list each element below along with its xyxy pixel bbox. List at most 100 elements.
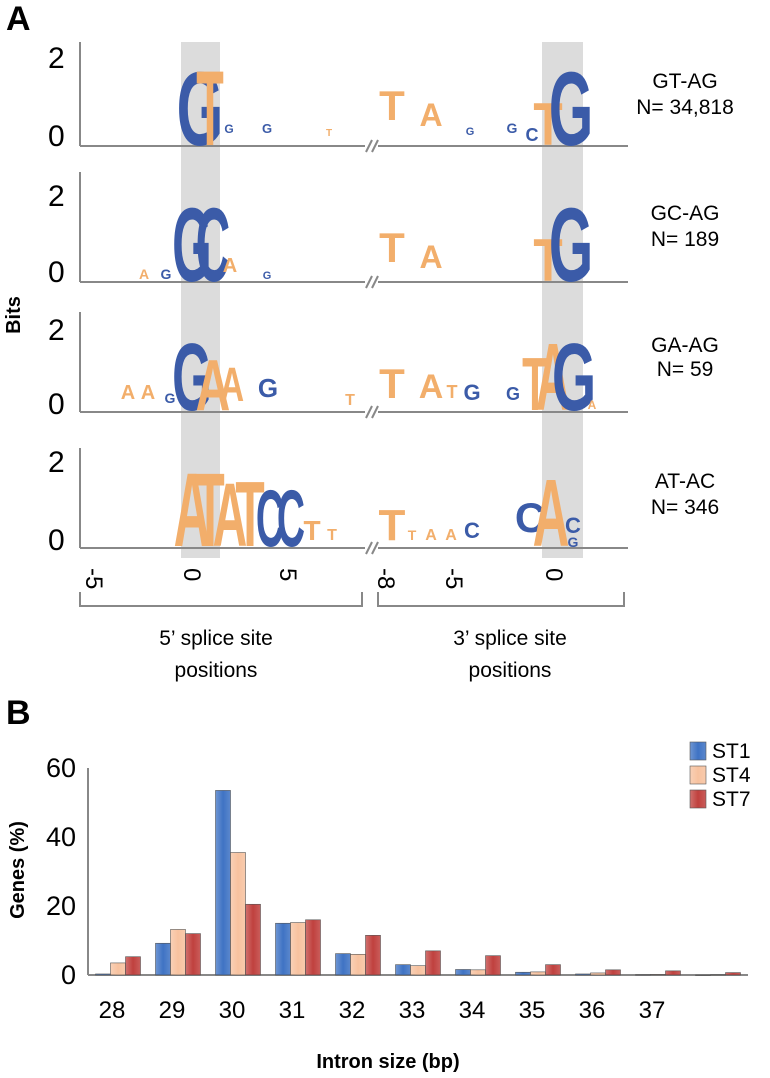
bar-st4-32 bbox=[350, 953, 366, 976]
chart-y-tick: 0 bbox=[61, 960, 76, 990]
svg-text:G: G bbox=[172, 187, 212, 304]
row3-tick-0: 0 bbox=[48, 388, 65, 421]
svg-text:A: A bbox=[419, 97, 442, 133]
logo-letters-at-ac: A T A T C C T T T T A A C C A C G bbox=[174, 452, 581, 569]
svg-text:A: A bbox=[223, 255, 237, 277]
svg-text:G: G bbox=[568, 534, 579, 550]
svg-text:C: C bbox=[196, 187, 231, 304]
bar-st7-29 bbox=[185, 933, 201, 976]
svg-text:A: A bbox=[141, 382, 155, 404]
svg-text:A: A bbox=[536, 324, 571, 432]
svg-text:G: G bbox=[549, 51, 593, 168]
bar-st1-28 bbox=[95, 973, 111, 976]
svg-text:T: T bbox=[379, 501, 406, 550]
svg-text:T: T bbox=[196, 50, 223, 169]
bar-st4-35 bbox=[530, 971, 546, 976]
row4-tick-2: 2 bbox=[48, 446, 65, 479]
svg-text:G: G bbox=[262, 121, 272, 136]
legend-swatch-st7 bbox=[689, 789, 707, 809]
svg-text:C: C bbox=[464, 518, 480, 543]
svg-text:A: A bbox=[121, 382, 135, 404]
legend-label-st7: ST7 bbox=[712, 788, 751, 811]
pos3-tick-neg5: -5 bbox=[440, 568, 467, 589]
bar-st7-37 bbox=[665, 970, 681, 976]
bar-st7-32 bbox=[365, 935, 381, 976]
bar-st4-36 bbox=[590, 972, 606, 976]
pos5-tick-5: 5 bbox=[274, 568, 301, 581]
highlight-5ss bbox=[181, 42, 220, 558]
bar-st4-28 bbox=[110, 962, 126, 976]
svg-text:C: C bbox=[515, 494, 545, 541]
row3-tick-2: 2 bbox=[48, 314, 65, 347]
logo-letters-gc-ag: A G G C A G T A T G bbox=[139, 187, 593, 305]
bar-st1-37 bbox=[635, 974, 651, 976]
chart-x-tick: 28 bbox=[99, 997, 126, 1024]
caption-3ss-line1: 3’ splice site bbox=[453, 627, 567, 650]
svg-text:T: T bbox=[195, 452, 224, 569]
logo-row-at-ac: 2 0 A T A T C C T T T T A A C C A C G bbox=[48, 446, 719, 569]
svg-text:G: G bbox=[165, 390, 176, 406]
svg-text:G: G bbox=[172, 324, 212, 431]
svg-text:T: T bbox=[379, 360, 405, 407]
svg-text:G: G bbox=[549, 187, 593, 304]
svg-text:G: G bbox=[463, 380, 480, 405]
row1-tick-0: 0 bbox=[48, 120, 65, 153]
bar-st4-37 bbox=[650, 974, 666, 976]
svg-text:G: G bbox=[258, 373, 278, 403]
bar-st4-31 bbox=[290, 922, 306, 976]
motif-count-2: N= 189 bbox=[651, 228, 719, 251]
svg-text:C: C bbox=[277, 473, 305, 563]
caption-5ss-line1: 5’ splice site bbox=[159, 627, 273, 650]
motif-count-1: N= 34,818 bbox=[636, 96, 734, 119]
position-brackets bbox=[79, 592, 625, 607]
bar-st1-35 bbox=[515, 971, 531, 976]
svg-text:G: G bbox=[161, 266, 172, 282]
svg-text:T: T bbox=[235, 462, 264, 566]
svg-text:A: A bbox=[139, 266, 149, 282]
svg-text:A: A bbox=[425, 527, 437, 544]
svg-text:C: C bbox=[565, 513, 581, 538]
chart-x-tick: 30 bbox=[219, 997, 246, 1024]
bar-st1-31 bbox=[275, 922, 291, 976]
svg-text:A: A bbox=[196, 345, 231, 425]
legend-label-st4: ST4 bbox=[712, 764, 751, 787]
bar-st7-35 bbox=[545, 964, 561, 976]
logo-row-gc-ag: 2 0 A G G C A G T A T G GC-AG N= 189 bbox=[48, 172, 719, 304]
svg-text:T: T bbox=[345, 392, 355, 409]
bar-st1-33 bbox=[395, 964, 411, 976]
bar-st4-34 bbox=[470, 969, 486, 976]
caption-5ss-line2: positions bbox=[175, 659, 258, 682]
svg-text:G: G bbox=[552, 324, 596, 431]
motif-name-4: AT-AC bbox=[655, 470, 715, 493]
bar-st4-29 bbox=[170, 929, 186, 976]
bar-st1-29 bbox=[155, 942, 171, 976]
bar-st7-34 bbox=[485, 955, 501, 976]
svg-text:G: G bbox=[263, 270, 272, 282]
panel-b-letter: B bbox=[6, 694, 31, 732]
svg-text:A: A bbox=[213, 466, 248, 566]
svg-text:A: A bbox=[174, 452, 211, 569]
logo-letters-ga-ag: A A G G A A G T T A T G G T A G A bbox=[121, 324, 597, 432]
chart-y-tick: 40 bbox=[46, 822, 76, 852]
bar-st7-overflow bbox=[725, 972, 741, 976]
pos3-tick-neg8: -8 bbox=[372, 568, 399, 589]
chart-x-tick: 29 bbox=[159, 997, 186, 1024]
pos5-tick-0: 0 bbox=[178, 568, 205, 581]
row2-tick-2: 2 bbox=[48, 180, 65, 213]
logo-letters-gt-ag: G T G G T T A G G C T G bbox=[177, 50, 594, 169]
row2-tick-0: 0 bbox=[48, 256, 65, 289]
axis-break-marks bbox=[365, 139, 379, 555]
chart-x-tick: 37 bbox=[639, 997, 666, 1024]
logo-row-ga-ag: 2 0 A A G G A A G T T A T G G T A G A bbox=[48, 312, 719, 432]
motif-count-4: N= 346 bbox=[651, 496, 719, 519]
row4-tick-0: 0 bbox=[48, 524, 65, 557]
legend-swatch-st4 bbox=[689, 765, 707, 785]
chart-x-tick: 34 bbox=[459, 997, 486, 1024]
panel-a-letter: A bbox=[6, 0, 31, 38]
bar-st1-34 bbox=[455, 969, 471, 976]
svg-text:A: A bbox=[419, 368, 444, 406]
motif-count-3: N= 59 bbox=[657, 358, 714, 381]
svg-text:T: T bbox=[303, 515, 320, 546]
logo-row-gt-ag: 2 0 G T G G T T A G G C T G GT-AG N= 34,… bbox=[48, 42, 734, 168]
